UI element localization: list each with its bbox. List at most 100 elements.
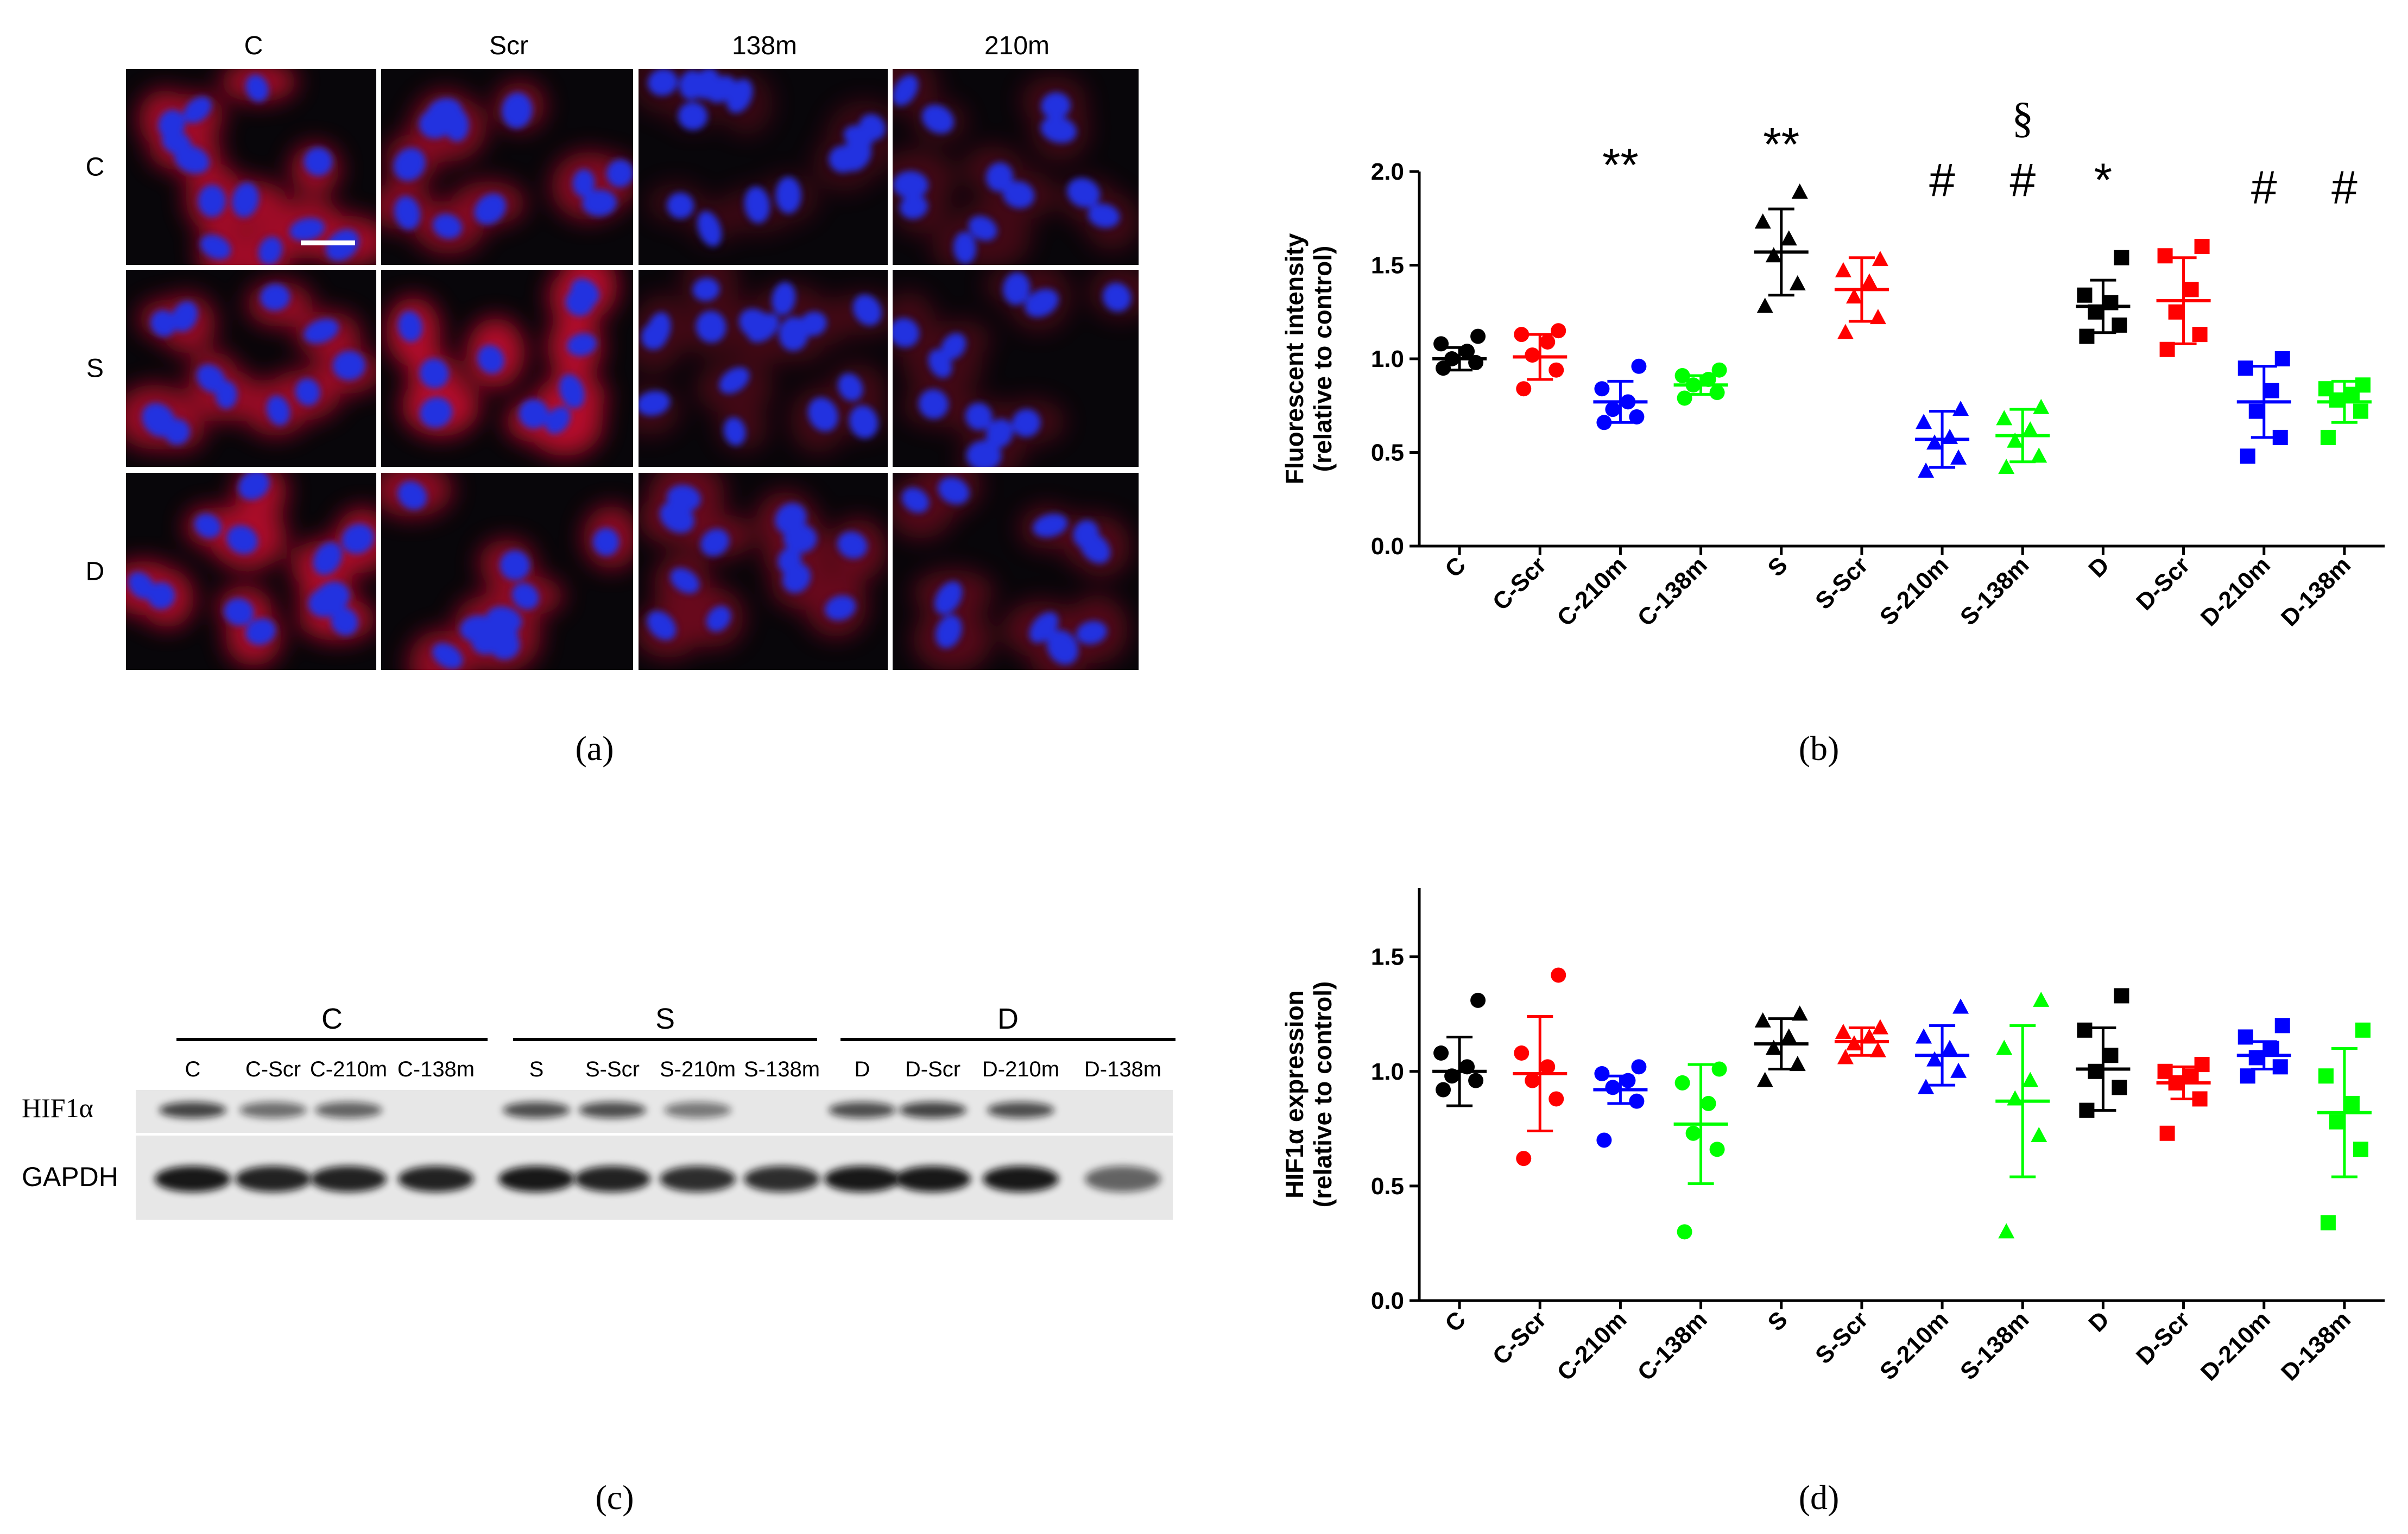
data-point (2033, 991, 2050, 1007)
blot-lane-label: C-Scr (245, 1057, 301, 1081)
data-point (1596, 415, 1612, 430)
blot-lane-labels: C C-Scr C-210m C-138m S S-Scr S-210m S-138m D D-S… (185, 1057, 1162, 1081)
micrograph-column-labels: C Scr 138m 210m (244, 31, 1050, 60)
y-tick-label: 1.0 (1371, 346, 1404, 372)
micrograph-tile (126, 473, 376, 670)
blot-row-label-gapdh: GAPDH (22, 1162, 118, 1192)
panel-a-micrographs: C Scr 138m 210m C S D (86, 31, 1139, 670)
data-point (2031, 1127, 2047, 1142)
data-point (1551, 967, 1566, 983)
micrograph-tile (639, 473, 888, 670)
data-point (1631, 1059, 1647, 1075)
data-point (1677, 390, 1692, 406)
y-tick-label: 1.5 (1371, 252, 1404, 279)
data-point (2274, 1018, 2290, 1034)
blot-band-hif1a (899, 1102, 966, 1118)
data-point (2103, 1048, 2119, 1063)
data-point (1780, 1028, 1797, 1044)
significance-marker: § (2012, 94, 2033, 142)
blot-band-hif1a (503, 1102, 570, 1118)
x-tick-label: S-210m (1875, 1306, 1954, 1385)
data-point (1709, 1142, 1725, 1157)
x-tick-label: D-Scr (2131, 552, 2195, 616)
data-point (2157, 1063, 2173, 1079)
data-point (1674, 1075, 1690, 1091)
blot-lane-label: C-210m (310, 1057, 387, 1081)
data-point (2353, 1142, 2368, 1157)
data-point (2079, 328, 2095, 344)
y-tick-label: 0.5 (1371, 440, 1404, 466)
data-point (2088, 1063, 2103, 1079)
blot-band-gapdh (824, 1166, 900, 1192)
data-point (1549, 1091, 1564, 1107)
data-point (1605, 402, 1621, 417)
micrograph-tile (381, 473, 633, 670)
data-point (1861, 273, 1878, 289)
data-point (1835, 262, 1851, 277)
data-point (1835, 1024, 1851, 1039)
data-point (1470, 992, 1486, 1008)
data-point (1470, 328, 1486, 344)
data-point (1629, 1093, 1645, 1109)
significance-marker: ** (1602, 139, 1639, 191)
blot-band-gapdh (235, 1166, 311, 1192)
micrograph-col-label: Scr (489, 31, 528, 60)
data-point (2183, 282, 2199, 297)
blot-band-gapdh (660, 1166, 736, 1192)
data-point (1433, 1045, 1449, 1061)
data-point (2318, 1068, 2334, 1084)
y-axis-label-sub: (relative to control) (1309, 246, 1337, 472)
data-point (1459, 344, 1475, 359)
x-tick-label: S-Scr (1810, 1306, 1873, 1369)
data-point (1861, 1028, 1878, 1044)
panel-label-b: (b) (1799, 729, 1840, 768)
blot-lane-label: D-Scr (905, 1057, 960, 1081)
micrograph-tile (381, 270, 633, 467)
data-point (2159, 1125, 2175, 1141)
micrograph-col-label: C (244, 31, 263, 60)
data-point (2320, 429, 2336, 445)
data-point (1942, 1039, 1958, 1055)
data-point (1436, 1082, 1451, 1098)
blot-band-hif1a (987, 1102, 1054, 1118)
data-point (1872, 1019, 1888, 1035)
x-tick-label: C-Scr (1488, 1306, 1552, 1370)
blot-lane-label: D-138m (1084, 1057, 1161, 1081)
blot-band-gapdh (983, 1166, 1059, 1192)
data-point (1756, 297, 1773, 313)
blot-lane-label: C (185, 1057, 201, 1081)
data-point (2353, 403, 2368, 419)
micrograph-grid (126, 69, 1139, 670)
data-point (1950, 449, 1967, 465)
micrograph-col-label: 210m (984, 31, 1050, 60)
data-point (1516, 381, 1532, 397)
data-point (2192, 327, 2208, 343)
data-point (2194, 1057, 2210, 1073)
blot-bands (155, 1102, 1161, 1192)
x-tick-label: C-138m (1633, 1306, 1712, 1386)
data-point (1514, 1045, 1530, 1061)
data-point (2007, 432, 2024, 448)
data-point (2355, 1022, 2371, 1038)
panel-label-d: (d) (1799, 1478, 1840, 1517)
data-point (1837, 324, 1854, 339)
blot-band-gapdh (155, 1166, 231, 1192)
x-tick-label: C-138m (1633, 552, 1712, 631)
blot-band-gapdh (398, 1166, 474, 1192)
data-point (2344, 1095, 2360, 1111)
data-point (1685, 1125, 1701, 1141)
blot-lane-label: S (529, 1057, 544, 1081)
data-point (1765, 1039, 1782, 1055)
micrograph-row-label: D (86, 557, 105, 586)
data-point (2033, 398, 2050, 414)
blot-row-label-hif1a: HIF1α (22, 1093, 93, 1123)
x-tick-label: C (1440, 1306, 1471, 1337)
y-tick-label: 0.0 (1371, 1288, 1404, 1314)
data-point (2238, 1029, 2253, 1045)
data-point (2114, 988, 2129, 1004)
data-point (2022, 1072, 2039, 1087)
data-point (2114, 250, 2129, 265)
micrograph-row-label: C (86, 153, 105, 182)
x-tick-label: C-210m (1552, 552, 1632, 631)
